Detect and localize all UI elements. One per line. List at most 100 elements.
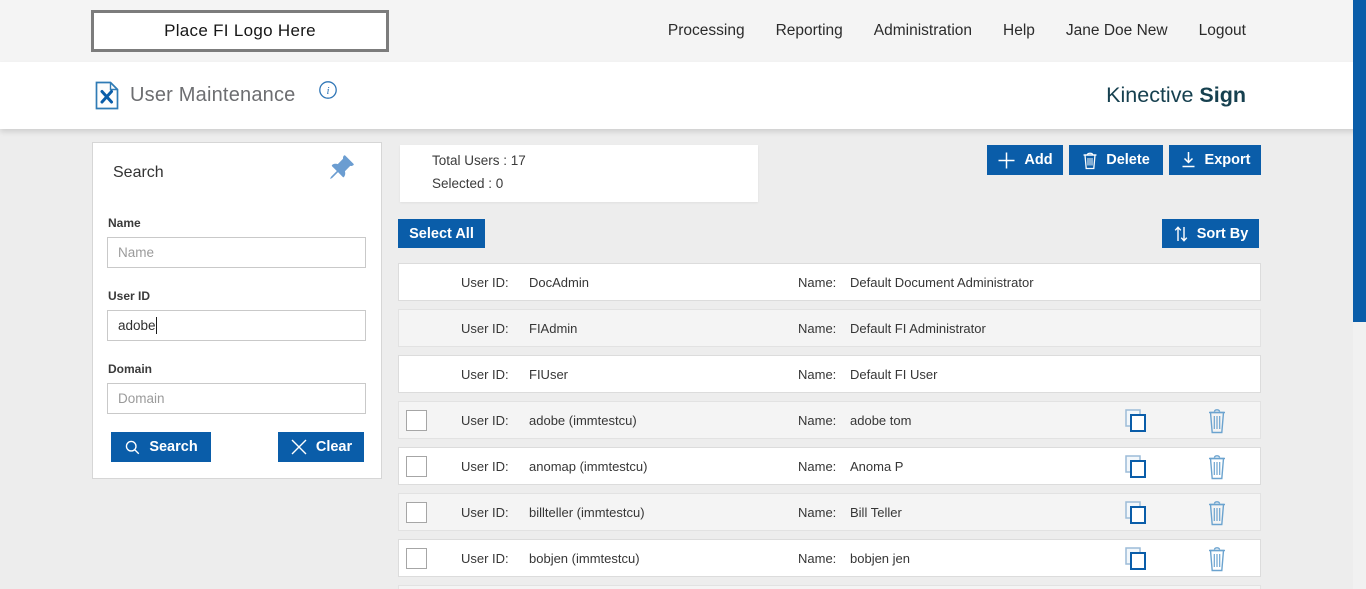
export-button[interactable]: Export (1169, 145, 1261, 175)
user-id-value: billteller (immtestcu) (529, 505, 645, 520)
total-users-count: Total Users : 17 (432, 153, 526, 168)
export-button-label: Export (1204, 152, 1251, 168)
user-row-partial (398, 585, 1261, 589)
text-caret (156, 317, 157, 334)
pin-icon[interactable] (328, 154, 355, 181)
trash-icon (1083, 152, 1097, 169)
user-row-fiadmin: User ID: FIAdmin Name: Default FI Admini… (398, 309, 1261, 347)
name-value: bobjen jen (850, 551, 910, 566)
user-row-fiuser: User ID: FIUser Name: Default FI User (398, 355, 1261, 393)
name-value: Bill Teller (850, 505, 902, 520)
domain-input[interactable] (107, 383, 366, 414)
user-list: User ID: DocAdmin Name: Default Document… (398, 263, 1261, 589)
copy-user-icon[interactable] (1122, 545, 1149, 572)
sort-arrows-icon (1174, 225, 1188, 242)
nav-administration[interactable]: Administration (873, 22, 973, 39)
name-value: Default Document Administrator (850, 275, 1034, 290)
sort-by-label: Sort By (1196, 225, 1249, 242)
delete-user-icon[interactable] (1205, 407, 1229, 435)
sort-by-button[interactable]: Sort By (1162, 219, 1259, 248)
select-all-label: Select All (409, 225, 474, 242)
user-row-docadmin: User ID: DocAdmin Name: Default Document… (398, 263, 1261, 301)
fi-logo-text: Place FI Logo Here (164, 21, 316, 40)
name-value: adobe tom (850, 413, 912, 428)
name-field-label: Name: (798, 459, 837, 474)
top-navigation: Processing Reporting Administration Help… (668, 0, 1246, 62)
name-label: Name (108, 216, 141, 230)
summary-box: Total Users : 17 Selected : 0 (400, 145, 758, 202)
name-field-label: Name: (798, 367, 837, 382)
brand-product: Sign (1199, 83, 1246, 107)
clear-button[interactable]: Clear (278, 432, 364, 462)
user-id-value: FIAdmin (529, 321, 578, 336)
clear-button-label: Clear (315, 439, 353, 455)
copy-user-icon[interactable] (1122, 499, 1149, 526)
scrollbar-thumb[interactable] (1353, 0, 1366, 322)
user-id-field-label: User ID: (461, 459, 509, 474)
x-icon (291, 439, 307, 455)
delete-user-icon[interactable] (1205, 453, 1229, 481)
user-id-value: adobe (immtestcu) (529, 413, 637, 428)
name-value: Anoma P (850, 459, 904, 474)
user-id-input[interactable] (107, 310, 366, 341)
user-id-value: DocAdmin (529, 275, 589, 290)
user-row-billteller: User ID: billteller (immtestcu) Name: Bi… (398, 493, 1261, 531)
title-bar: User Maintenance i Kinective Sign (0, 62, 1366, 129)
name-value: Default FI Administrator (850, 321, 986, 336)
plus-icon (998, 152, 1015, 168)
user-row-adobe: User ID: adobe (immtestcu) Name: adobe t… (398, 401, 1261, 439)
user-row-bobjen: User ID: bobjen (immtestcu) Name: bobjen… (398, 539, 1261, 577)
name-field-label: Name: (798, 505, 837, 520)
add-button-label: Add (1024, 152, 1053, 168)
page-title: User Maintenance (130, 84, 296, 106)
user-id-value: FIUser (529, 367, 568, 382)
user-id-field-label: User ID: (461, 275, 509, 290)
user-id-field-label: User ID: (461, 367, 509, 382)
name-input[interactable] (107, 237, 366, 268)
user-id-field-label: User ID: (461, 551, 509, 566)
nav-processing[interactable]: Processing (667, 22, 745, 39)
row-checkbox[interactable] (406, 548, 427, 569)
nav-help[interactable]: Help (1003, 22, 1035, 39)
add-button[interactable]: Add (987, 145, 1063, 175)
top-bar: Place FI Logo Here Processing Reporting … (0, 0, 1366, 62)
delete-user-icon[interactable] (1205, 499, 1229, 527)
svg-text:i: i (326, 85, 329, 97)
delete-button-label: Delete (1106, 152, 1150, 168)
copy-user-icon[interactable] (1122, 407, 1149, 434)
selected-count: Selected : 0 (432, 176, 504, 191)
nav-user-menu[interactable]: Jane Doe New (1065, 22, 1168, 39)
user-maintenance-doc-icon (95, 81, 119, 110)
search-panel-title: Search (113, 164, 164, 181)
download-icon (1182, 152, 1195, 168)
row-checkbox[interactable] (406, 410, 427, 431)
brand-logo: Kinective Sign (1106, 83, 1246, 108)
search-panel: Search Name User ID Domain Search Clear (92, 142, 382, 479)
search-button-label: Search (149, 439, 198, 455)
user-id-value: bobjen (immtestcu) (529, 551, 640, 566)
row-checkbox[interactable] (406, 502, 427, 523)
name-field-label: Name: (798, 275, 837, 290)
name-value: Default FI User (850, 367, 938, 382)
row-checkbox[interactable] (406, 456, 427, 477)
user-id-value: anomap (immtestcu) (529, 459, 648, 474)
brand-name: Kinective (1106, 83, 1194, 107)
domain-label: Domain (108, 362, 153, 376)
nav-logout[interactable]: Logout (1198, 22, 1246, 39)
user-id-label: User ID (108, 289, 151, 303)
select-all-button[interactable]: Select All (398, 219, 485, 248)
delete-user-icon[interactable] (1205, 545, 1229, 573)
search-button[interactable]: Search (111, 432, 211, 462)
name-field-label: Name: (798, 321, 837, 336)
search-icon (126, 440, 140, 454)
scrollbar-track[interactable] (1353, 0, 1366, 589)
name-field-label: Name: (798, 413, 837, 428)
user-id-field-label: User ID: (461, 413, 509, 428)
delete-button[interactable]: Delete (1069, 145, 1163, 175)
user-row-anomap: User ID: anomap (immtestcu) Name: Anoma … (398, 447, 1261, 485)
fi-logo-placeholder: Place FI Logo Here (91, 10, 389, 52)
nav-reporting[interactable]: Reporting (775, 22, 843, 39)
info-icon[interactable]: i (318, 80, 338, 100)
user-id-field-label: User ID: (461, 321, 509, 336)
copy-user-icon[interactable] (1122, 453, 1149, 480)
